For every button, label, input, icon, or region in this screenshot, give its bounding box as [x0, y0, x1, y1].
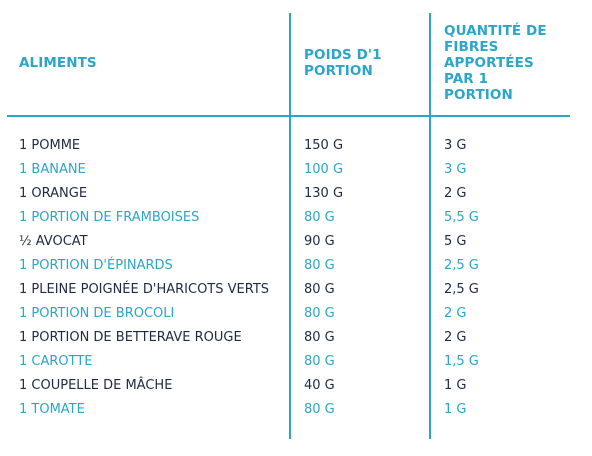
- cell-aliment: 1 COUPELLE DE MÂCHE: [19, 378, 173, 393]
- cell-aliment: 1 PORTION DE BETTERAVE ROUGE: [19, 330, 242, 345]
- cell-fibres: 2,5 G: [444, 258, 479, 273]
- cell-poids: 80 G: [304, 282, 335, 297]
- cell-poids: 80 G: [304, 402, 335, 417]
- table-row: 1 BANANE 100 G 3 G: [0, 158, 592, 182]
- cell-aliment: ½ AVOCAT: [19, 234, 88, 249]
- cell-aliment: 1 TOMATE: [19, 402, 85, 417]
- cell-poids: 80 G: [304, 258, 335, 273]
- table-row: 1 ORANGE 130 G 2 G: [0, 182, 592, 206]
- cell-fibres: 2 G: [444, 306, 467, 321]
- cell-fibres: 5 G: [444, 234, 467, 249]
- cell-poids: 80 G: [304, 306, 335, 321]
- cell-aliment: 1 ORANGE: [19, 186, 88, 201]
- header-fibres: QUANTITÉ DE FIBRES APPORTÉES PAR 1 PORTI…: [444, 23, 547, 103]
- cell-fibres: 2 G: [444, 186, 467, 201]
- cell-poids: 130 G: [304, 186, 344, 201]
- cell-poids: 150 G: [304, 138, 344, 153]
- table-row: 1 PORTION DE BETTERAVE ROUGE 80 G 2 G: [0, 326, 592, 350]
- cell-fibres: 1 G: [444, 402, 467, 417]
- cell-aliment: 1 PLEINE POIGNÉE D'HARICOTS VERTS: [19, 282, 270, 297]
- cell-fibres: 2 G: [444, 330, 467, 345]
- cell-poids: 40 G: [304, 378, 335, 393]
- table-row: 1 PORTION DE FRAMBOISES 80 G 5,5 G: [0, 206, 592, 230]
- cell-poids: 100 G: [304, 162, 344, 177]
- table-row: 1 TOMATE 80 G 1 G: [0, 398, 592, 422]
- table-row: 1 POMME 150 G 3 G: [0, 134, 592, 158]
- table-row: 1 PORTION D'ÉPINARDS 80 G 2,5 G: [0, 254, 592, 278]
- column-divider-2: [429, 13, 431, 439]
- cell-poids: 80 G: [304, 210, 335, 225]
- table-row: 1 COUPELLE DE MÂCHE 40 G 1 G: [0, 374, 592, 398]
- cell-poids: 90 G: [304, 234, 335, 249]
- table-row: 1 PLEINE POIGNÉE D'HARICOTS VERTS 80 G 2,5…: [0, 278, 592, 302]
- cell-aliment: 1 POMME: [19, 138, 81, 153]
- header-divider: [7, 115, 570, 117]
- cell-fibres: 3 G: [444, 162, 467, 177]
- cell-aliment: 1 PORTION D'ÉPINARDS: [19, 258, 173, 273]
- cell-fibres: 2,5 G: [444, 282, 479, 297]
- header-poids: POIDS D'1 PORTION: [304, 47, 382, 79]
- table-row: 1 PORTION DE BROCOLI 80 G 2 G: [0, 302, 592, 326]
- cell-aliment: 1 PORTION DE BROCOLI: [19, 306, 175, 321]
- header-aliments: ALIMENTS: [19, 55, 97, 71]
- cell-aliment: 1 BANANE: [19, 162, 86, 177]
- cell-aliment: 1 PORTION DE FRAMBOISES: [19, 210, 200, 225]
- column-divider-1: [289, 13, 291, 439]
- cell-fibres: 5,5 G: [444, 210, 479, 225]
- cell-poids: 80 G: [304, 330, 335, 345]
- cell-fibres: 1 G: [444, 378, 467, 393]
- table-row: 1 CAROTTE 80 G 1,5 G: [0, 350, 592, 374]
- table-row: ½ AVOCAT 90 G 5 G: [0, 230, 592, 254]
- cell-fibres: 1,5 G: [444, 354, 479, 369]
- cell-fibres: 3 G: [444, 138, 467, 153]
- cell-aliment: 1 CAROTTE: [19, 354, 93, 369]
- cell-poids: 80 G: [304, 354, 335, 369]
